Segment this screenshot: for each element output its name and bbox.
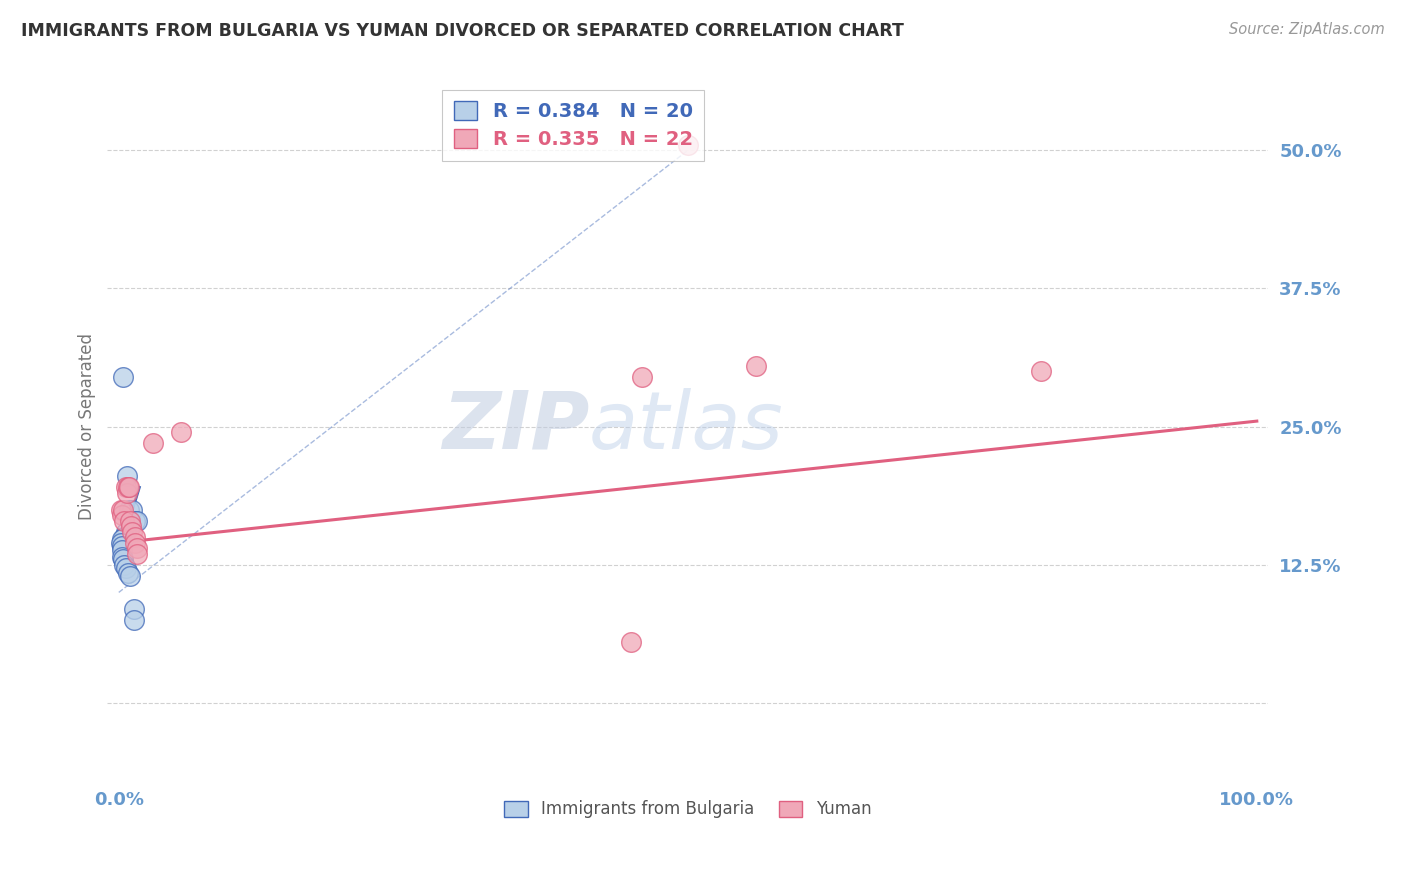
- Point: [112, 502, 135, 516]
- Point: [111, 508, 134, 522]
- Point: [114, 514, 136, 528]
- Point: [114, 530, 136, 544]
- Point: [125, 547, 148, 561]
- Point: [1029, 364, 1052, 378]
- Point: [114, 480, 136, 494]
- Point: [122, 602, 145, 616]
- Point: [118, 480, 141, 494]
- Point: [120, 514, 142, 528]
- Point: [111, 549, 134, 564]
- Legend: Immigrants from Bulgaria, Yuman: Immigrants from Bulgaria, Yuman: [498, 794, 879, 825]
- Point: [117, 566, 139, 580]
- Point: [631, 370, 654, 384]
- Point: [124, 530, 146, 544]
- Point: [170, 425, 193, 439]
- Point: [121, 502, 143, 516]
- Text: ZIP: ZIP: [441, 388, 589, 466]
- Point: [114, 558, 136, 572]
- Point: [120, 519, 142, 533]
- Point: [745, 359, 768, 373]
- Point: [117, 480, 139, 494]
- Point: [142, 436, 165, 450]
- Point: [110, 502, 132, 516]
- Point: [112, 552, 135, 566]
- Point: [111, 539, 134, 553]
- Point: [114, 524, 136, 539]
- Point: [111, 533, 134, 547]
- Point: [124, 535, 146, 549]
- Point: [676, 137, 699, 152]
- Point: [620, 635, 643, 649]
- Point: [125, 541, 148, 556]
- Point: [115, 469, 138, 483]
- Point: [120, 569, 142, 583]
- Point: [110, 535, 132, 549]
- Y-axis label: Divorced or Separated: Divorced or Separated: [79, 333, 96, 520]
- Text: atlas: atlas: [589, 388, 785, 466]
- Point: [111, 543, 134, 558]
- Point: [121, 524, 143, 539]
- Point: [112, 370, 135, 384]
- Point: [115, 486, 138, 500]
- Text: Source: ZipAtlas.com: Source: ZipAtlas.com: [1229, 22, 1385, 37]
- Text: IMMIGRANTS FROM BULGARIA VS YUMAN DIVORCED OR SEPARATED CORRELATION CHART: IMMIGRANTS FROM BULGARIA VS YUMAN DIVORC…: [21, 22, 904, 40]
- Point: [125, 514, 148, 528]
- Point: [114, 561, 136, 575]
- Point: [124, 514, 146, 528]
- Point: [122, 613, 145, 627]
- Point: [118, 502, 141, 516]
